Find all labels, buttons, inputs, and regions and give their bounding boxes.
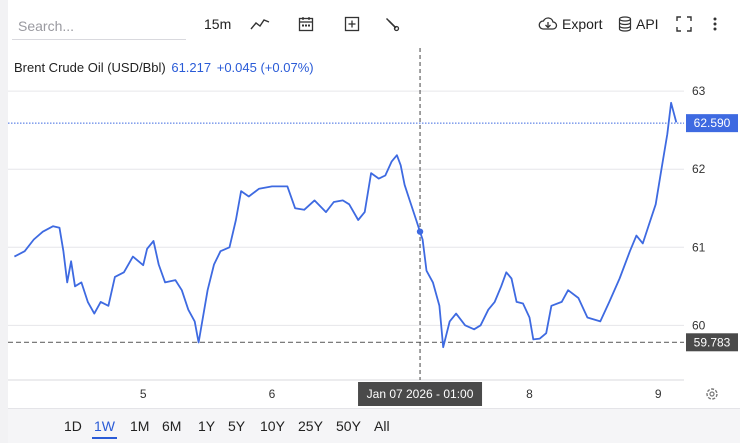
last-price-label: 62.590: [694, 116, 731, 130]
range-50y[interactable]: 50Y: [336, 418, 361, 434]
range-10y[interactable]: 10Y: [260, 418, 285, 434]
range-all[interactable]: All: [374, 418, 390, 434]
instrument-name: Brent Crude Oil (USD/Bbl): [14, 60, 166, 75]
interval-button[interactable]: 15m: [204, 16, 232, 32]
last-price-badge: 62.590: [686, 114, 738, 133]
line-chart-type-icon[interactable]: [250, 12, 270, 36]
y-tick-label: 62: [692, 162, 706, 176]
more-options-icon[interactable]: [712, 12, 718, 36]
x-tick-label: 9: [655, 387, 662, 401]
x-tick-label: 8: [526, 387, 533, 401]
instrument-price: 61.217: [171, 60, 212, 75]
range-5y[interactable]: 5Y: [228, 418, 246, 434]
add-indicator-icon[interactable]: [344, 12, 360, 36]
crosshair-point: [416, 228, 424, 235]
chart-settings-icon[interactable]: [706, 388, 718, 400]
range-1w[interactable]: 1W: [92, 415, 117, 439]
chart-toolbar: Search... 15m Export API: [8, 0, 740, 48]
price-line-series: [13, 101, 678, 349]
crosshair-date-label: Jan 07 2026 - 01:00: [367, 387, 474, 401]
instrument-change: +0.045 (+0.07%): [216, 60, 314, 75]
x-tick-label: 5: [140, 387, 147, 401]
instrument-header: Brent Crude Oil (USD/Bbl) 61.217 +0.045 …: [14, 60, 314, 75]
calendar-icon[interactable]: [298, 12, 314, 36]
range-1d[interactable]: 1D: [64, 418, 82, 434]
crosshair-date-badge: Jan 07 2026 - 01:00: [358, 382, 483, 406]
export-label: Export: [562, 16, 603, 32]
range-25y[interactable]: 25Y: [298, 418, 323, 434]
x-axis-labels: 5 6 8 9: [140, 387, 662, 401]
y-axis-labels: 60 61 62 63: [692, 84, 706, 332]
fullscreen-icon[interactable]: [676, 12, 692, 36]
export-button[interactable]: Export: [538, 12, 602, 36]
price-chart[interactable]: 60 61 62 63 5 6 8 9 62.590 59.783 Jan 07 2026 …: [8, 48, 740, 408]
grid-lines: [8, 90, 684, 326]
api-button[interactable]: API: [618, 12, 659, 36]
range-1y[interactable]: 1Y: [198, 418, 216, 434]
cloud-download-icon: [538, 16, 558, 32]
range-1m[interactable]: 1M: [130, 418, 150, 434]
api-label: API: [636, 16, 659, 32]
range-selector: 1D 1W 1M 6M 1Y 5Y 10Y 25Y 50Y All: [8, 408, 740, 443]
search-input[interactable]: Search...: [12, 12, 186, 40]
low-price-label: 59.783: [694, 335, 731, 349]
x-tick-label: 6: [269, 387, 276, 401]
range-6m[interactable]: 6M: [162, 418, 182, 434]
y-tick-label: 63: [692, 84, 706, 98]
database-icon: [618, 16, 632, 32]
low-price-badge: 59.783: [686, 333, 738, 352]
chart-widget: Search... 15m Export API: [8, 0, 740, 443]
y-tick-label: 61: [692, 240, 706, 254]
y-tick-label: 60: [692, 318, 706, 332]
wrench-icon[interactable]: [384, 12, 400, 36]
